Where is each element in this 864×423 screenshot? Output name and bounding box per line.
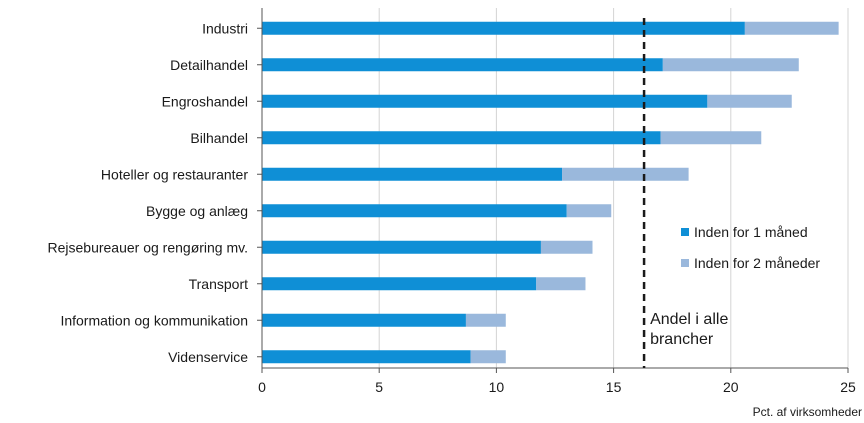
- x-tick-label: 10: [489, 379, 505, 395]
- category-label: Detailhandel: [170, 57, 248, 73]
- legend-label: Inden for 2 måneder: [694, 255, 820, 271]
- reference-line-group: Andel i alle brancher: [642, 18, 728, 368]
- x-tick-label: 25: [840, 379, 856, 395]
- bar-segment-1-maaned: [262, 277, 537, 291]
- bar-segment-2-maaneder: [540, 240, 593, 254]
- x-tick-label: 0: [258, 379, 266, 395]
- bar-segment-1-maaned: [262, 204, 567, 218]
- category-label: Videnservice: [168, 349, 248, 365]
- bar-segment-1-maaned: [262, 167, 563, 181]
- bar-segment-1-maaned: [262, 21, 745, 35]
- category-label: Bygge og anlæg: [146, 203, 248, 219]
- bar-segment-1-maaned: [262, 131, 661, 145]
- reference-label-line2: brancher: [650, 331, 714, 348]
- category-label: Rejsebureauer og rengøring mv.: [47, 239, 248, 255]
- bar-segment-1-maaned: [262, 313, 466, 327]
- bar-segment-2-maaneder: [662, 58, 799, 72]
- bar-segment-2-maaneder: [536, 277, 586, 291]
- bar-segment-2-maaneder: [707, 94, 792, 108]
- x-tick-label: 5: [375, 379, 383, 395]
- reference-label-line1: Andel i alle: [650, 311, 728, 328]
- x-axis: 0 5 10 15 20 25 Pct. af virksomheder: [257, 8, 862, 419]
- x-axis-label: Pct. af virksomheder: [753, 405, 862, 419]
- bar-segment-2-maaneder: [562, 167, 689, 181]
- bar-segment-2-maaneder: [744, 21, 839, 35]
- category-label: Engroshandel: [162, 93, 248, 109]
- legend-swatch: [681, 228, 689, 236]
- x-tick-label: 15: [606, 379, 622, 395]
- legend: Inden for 1 måned Inden for 2 måneder: [681, 224, 820, 271]
- bar-segment-1-maaned: [262, 240, 541, 254]
- bars: [262, 21, 839, 364]
- category-label: Industri: [202, 20, 248, 36]
- bar-segment-2-maaneder: [470, 350, 506, 364]
- legend-label: Inden for 1 måned: [694, 224, 808, 240]
- bar-segment-1-maaned: [262, 94, 708, 108]
- category-label: Hoteller og restauranter: [101, 166, 248, 182]
- x-tick-label: 20: [723, 379, 739, 395]
- bar-segment-2-maaneder: [465, 313, 506, 327]
- legend-swatch: [681, 259, 689, 267]
- category-label: Bilhandel: [190, 130, 248, 146]
- bar-segment-2-maaneder: [566, 204, 612, 218]
- category-label: Transport: [189, 276, 249, 292]
- bar-segment-2-maaneder: [660, 131, 762, 145]
- bar-segment-1-maaned: [262, 58, 663, 72]
- category-labels: Industri Detailhandel Engroshandel Bilhande…: [47, 20, 248, 365]
- bar-segment-1-maaned: [262, 350, 471, 364]
- category-label: Information og kommunikation: [60, 312, 248, 328]
